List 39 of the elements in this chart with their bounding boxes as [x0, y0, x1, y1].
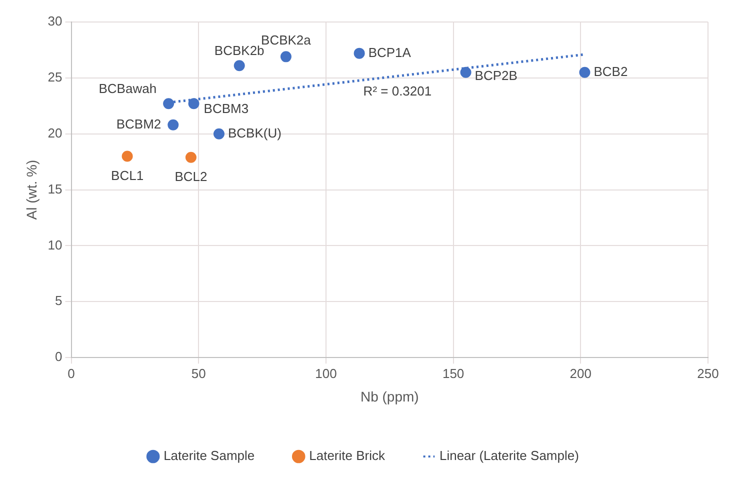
- annotation: R² = 0.3201: [363, 84, 432, 99]
- y-tick-label: 0: [55, 349, 62, 364]
- y-tick-label: 10: [48, 237, 62, 252]
- point: [188, 98, 200, 110]
- y-tick-label: 30: [48, 14, 62, 29]
- point: [579, 66, 590, 78]
- x-tick-label: 50: [191, 366, 206, 381]
- data-label: BCP1A: [368, 44, 412, 60]
- point: [280, 51, 292, 62]
- y-axis-title: Al (wt. %): [23, 160, 40, 220]
- x-tick-label: 0: [68, 366, 75, 381]
- point: [122, 150, 133, 162]
- data-label: BCB2: [594, 64, 628, 79]
- y-tick-label: 25: [48, 70, 62, 85]
- legend-label: Laterite Sample: [164, 448, 255, 464]
- data-label: BCBM3: [204, 101, 249, 116]
- y-tick-label: 5: [55, 293, 62, 308]
- x-tick-label: 250: [697, 366, 719, 381]
- y-tick-label: 15: [48, 181, 62, 196]
- point: [163, 98, 174, 110]
- x-tick-label: 200: [570, 366, 592, 381]
- x-tick-label: 100: [315, 366, 337, 381]
- data-label: BCL1: [111, 168, 144, 183]
- point: [168, 119, 179, 130]
- x-axis-title: Nb (ppm): [360, 388, 419, 404]
- data-label: BCBM2: [116, 116, 162, 132]
- point: [213, 128, 224, 140]
- data-label: BCL2: [174, 168, 208, 184]
- x-tick-label: 150: [442, 366, 464, 381]
- point: [354, 48, 365, 59]
- point: [185, 152, 196, 163]
- legend-label: Laterite Brick: [309, 448, 386, 464]
- data-label: BCP2B: [474, 68, 518, 83]
- y-tick-label: 20: [48, 125, 62, 140]
- data-label: BCBK(U): [228, 125, 282, 140]
- point: [234, 60, 245, 72]
- data-label: BCBawah: [98, 81, 157, 96]
- legend-label: Linear (Laterite Sample): [439, 448, 579, 464]
- point: [460, 66, 472, 78]
